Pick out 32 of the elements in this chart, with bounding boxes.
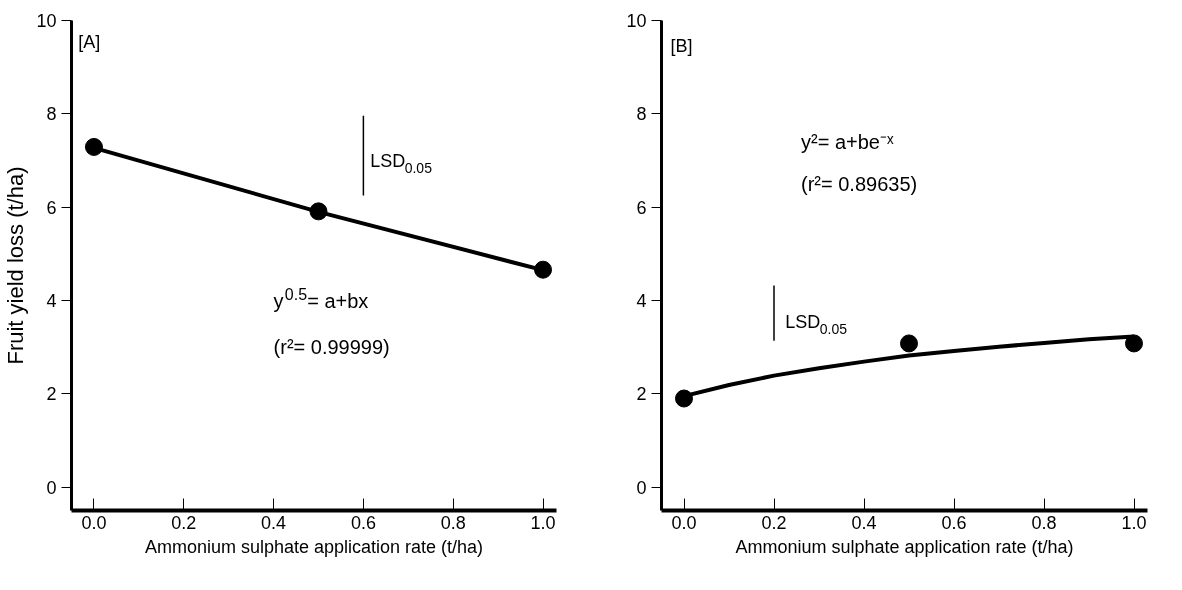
y-tick-label: 0 xyxy=(636,477,647,498)
y-tick-label: 10 xyxy=(626,11,647,31)
y-tick-label: 8 xyxy=(46,104,57,125)
x-tick-label: 0.6 xyxy=(350,512,376,533)
x-tick-label: 0.8 xyxy=(1031,512,1057,533)
x-tick-label: 0.2 xyxy=(761,512,787,533)
annotation: y²= a+be⁻ˣ xyxy=(801,130,894,153)
x-tick-label: 0.0 xyxy=(671,512,697,533)
annotation: [B] xyxy=(670,36,693,57)
x-axis-title: Ammonium sulphate application rate (t/ha) xyxy=(144,536,484,557)
x-tick-label: 1.0 xyxy=(1121,512,1147,533)
y-tick-label: 4 xyxy=(46,291,57,311)
x-tick-label: 0.8 xyxy=(440,512,466,533)
y-tick-label: 6 xyxy=(636,197,647,218)
y-tick-label: 6 xyxy=(46,197,57,218)
y-tick-label: 2 xyxy=(46,384,57,405)
y-tick-label: 0 xyxy=(46,477,57,498)
x-axis-title: Ammonium sulphate application rate (t/ha) xyxy=(735,536,1074,557)
annotation: (r²= 0.99999) xyxy=(273,336,390,359)
y-axis-title: Fruit yield loss (t/ha) xyxy=(3,166,29,365)
y-tick-label: 8 xyxy=(636,104,647,125)
x-tick-label: 0.2 xyxy=(171,512,197,533)
x-tick-label: 0.0 xyxy=(81,512,107,533)
annotation: (r²= 0.89635) xyxy=(801,172,918,195)
x-tick-label: 1.0 xyxy=(530,512,556,533)
y-tick-label: 4 xyxy=(636,291,647,311)
annotation: [A] xyxy=(78,31,101,52)
y-tick-label: 2 xyxy=(636,384,647,405)
x-tick-label: 0.4 xyxy=(261,512,287,533)
x-tick-label: 0.6 xyxy=(941,512,967,533)
x-tick-label: 0.4 xyxy=(851,512,877,533)
y-tick-label: 10 xyxy=(36,11,57,31)
